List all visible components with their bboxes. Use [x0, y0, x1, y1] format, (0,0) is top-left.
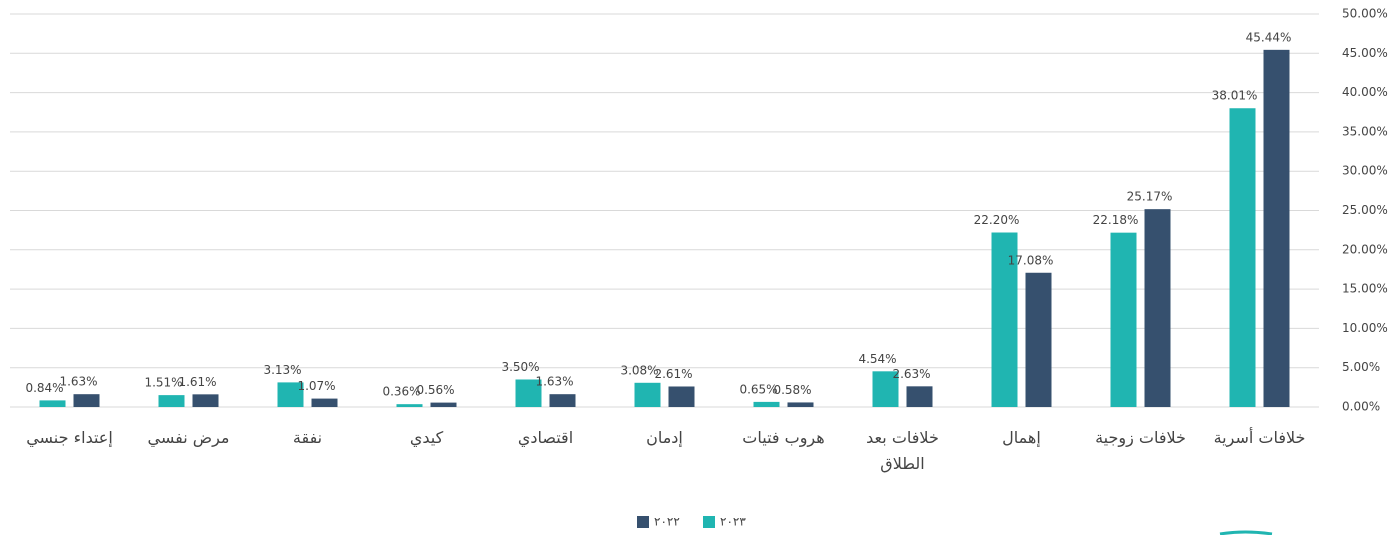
data-label: 22.18% [1093, 213, 1139, 227]
data-label: 17.08% [1008, 253, 1054, 267]
data-label: 22.20% [974, 213, 1020, 227]
bar [1263, 49, 1290, 407]
data-label: 0.65% [739, 382, 777, 396]
bar [158, 395, 185, 407]
bar [906, 386, 933, 407]
bar [73, 394, 100, 407]
y-tick-label: 10.00% [1342, 321, 1388, 335]
x-tick-label: مرض نفسي [147, 428, 230, 447]
bar [634, 382, 661, 407]
data-label: 1.63% [59, 375, 97, 389]
y-tick-label: 25.00% [1342, 203, 1388, 217]
y-tick-label: 5.00% [1342, 360, 1380, 374]
bar [549, 394, 576, 407]
bar [1110, 232, 1137, 407]
legend-swatch [637, 516, 649, 528]
data-label: 1.51% [144, 376, 182, 390]
y-tick-label: 30.00% [1342, 164, 1388, 178]
bar [311, 398, 338, 407]
decoration [1219, 530, 1273, 535]
x-tick-label: إعتداء جنسي [26, 428, 113, 447]
data-label: 38.01% [1212, 89, 1258, 103]
bar [872, 371, 899, 407]
data-label: 1.07% [297, 379, 335, 393]
x-tick-label: إدمان [646, 428, 683, 447]
x-tick-label: خلافات زوجية [1095, 428, 1186, 447]
bar [39, 400, 66, 407]
x-tick-label: كيدي [409, 428, 444, 447]
bar [515, 379, 542, 407]
bar [1229, 108, 1256, 408]
legend-swatch [703, 516, 715, 528]
data-label: 1.61% [178, 375, 216, 389]
legend-label: ٢٠٢٣ [720, 515, 746, 529]
bar [277, 382, 304, 407]
y-tick-label: 45.00% [1342, 46, 1388, 60]
y-tick-label: 0.00% [1342, 400, 1380, 414]
data-label: 0.36% [382, 385, 420, 399]
y-tick-label: 20.00% [1342, 242, 1388, 256]
x-tick-label: إهمال [1002, 428, 1041, 447]
x-tick-label: نفقة [292, 428, 323, 447]
bar [1144, 209, 1171, 407]
x-tick-label: خلافات بعد الطلاق [866, 428, 939, 473]
data-label: 0.84% [25, 381, 63, 395]
bar [787, 402, 814, 407]
bar [396, 404, 423, 407]
bar [753, 401, 780, 407]
bar [991, 232, 1018, 407]
x-tick-label: هروب فتيات [742, 428, 825, 447]
y-tick-label: 40.00% [1342, 85, 1388, 99]
y-tick-label: 50.00% [1342, 7, 1388, 21]
data-label: 2.63% [892, 367, 930, 381]
data-label: 3.08% [620, 363, 658, 377]
bar [192, 394, 219, 407]
y-tick-label: 35.00% [1342, 124, 1388, 138]
data-label: 1.63% [535, 375, 573, 389]
data-label: 4.54% [858, 352, 896, 366]
data-label: 25.17% [1127, 190, 1173, 204]
y-tick-label: 15.00% [1342, 282, 1388, 296]
bar [430, 402, 457, 407]
data-label: 3.50% [501, 360, 539, 374]
legend-label: ٢٠٢٢ [654, 515, 680, 529]
data-label: 0.58% [773, 383, 811, 397]
x-tick-label: خلافات أسرية [1213, 428, 1306, 447]
data-label: 0.56% [416, 383, 454, 397]
bar [1025, 272, 1052, 407]
data-label: 45.44% [1246, 30, 1292, 44]
bar [668, 386, 695, 407]
data-label: 3.13% [263, 363, 301, 377]
data-label: 2.61% [654, 367, 692, 381]
x-tick-label: اقتصادي [517, 428, 574, 447]
